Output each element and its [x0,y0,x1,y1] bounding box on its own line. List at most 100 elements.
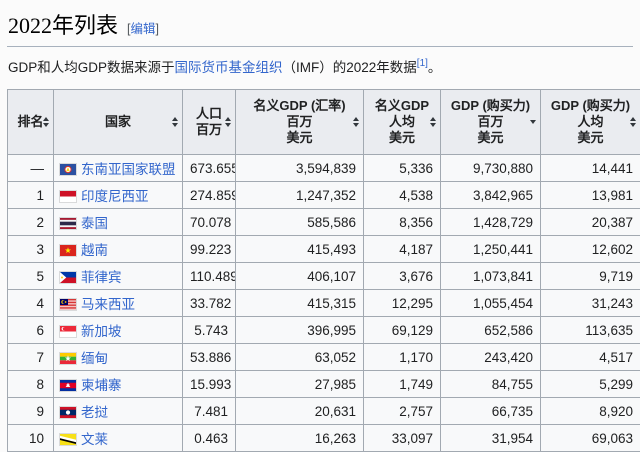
column-header-text: GDP (购买力) [545,98,636,114]
column-header-text: 百万 [240,114,359,130]
country-link[interactable]: 柬埔寨 [81,378,122,393]
column-header-text: 美元 [368,130,436,146]
cell-population: 53.886 [183,344,236,371]
cell-gdp-ppp-pc: 8,920 [541,398,640,425]
asean-flag-icon [60,164,76,175]
edit-link[interactable]: 编辑 [131,22,156,36]
column-header-gdp_ppp[interactable]: GDP (购买力)百万美元 [441,90,541,155]
column-header-gdp_nominal[interactable]: 名义GDP (汇率)百万美元 [236,90,364,155]
column-header-country[interactable]: 国家 [54,90,183,155]
column-header-population[interactable]: 人口百万 [183,90,236,155]
cell-gdp-nominal-pc: 8,356 [364,209,441,236]
country-link[interactable]: 新加坡 [81,324,122,339]
country-link[interactable]: 文莱 [81,432,108,447]
desc-prefix: GDP和人均GDP数据来源于 [8,60,175,75]
column-header-text: 美元 [240,130,359,146]
cell-gdp-nominal: 406,107 [236,263,364,290]
sort-both-icon [430,117,436,127]
column-header-text: 美元 [545,130,636,146]
cell-gdp-ppp: 3,842,965 [441,182,541,209]
country-link[interactable]: 缅甸 [81,351,108,366]
vietnam-flag-icon [60,245,76,256]
cell-rank: 7 [8,344,54,371]
cell-rank: 1 [8,182,54,209]
cell-gdp-ppp: 243,420 [441,344,541,371]
column-header-text: 人均 [368,114,436,130]
cell-population: 673.655 [183,155,236,182]
cell-gdp-ppp-pc: 12,602 [541,236,640,263]
cell-rank: 4 [8,290,54,317]
cell-gdp-nominal-pc: 4,187 [364,236,441,263]
column-header-gdp_ppp_pc[interactable]: GDP (购买力)人均美元 [541,90,640,155]
cell-gdp-ppp: 84,755 [441,371,541,398]
country-link[interactable]: 东南亚国家联盟 [81,162,176,177]
desc-suffix: 。 [428,60,442,75]
sort-descending-icon [530,120,536,124]
cell-country: 菲律宾 [54,263,183,290]
cell-population: 274.859 [183,182,236,209]
cell-gdp-ppp: 1,055,454 [441,290,541,317]
brunei-flag-icon [60,434,76,445]
country-link[interactable]: 马来西亚 [81,297,135,312]
country-link[interactable]: 菲律宾 [81,270,122,285]
cell-population: 5.743 [183,317,236,344]
country-link[interactable]: 泰国 [81,216,108,231]
cell-population: 110.489 [183,263,236,290]
cell-country: 新加坡 [54,317,183,344]
cell-gdp-nominal-pc: 3,676 [364,263,441,290]
country-link[interactable]: 越南 [81,243,108,258]
indonesia-flag-icon [60,191,76,202]
cell-gdp-ppp-pc: 13,981 [541,182,640,209]
cell-rank: 5 [8,263,54,290]
cell-rank: 9 [8,398,54,425]
cell-gdp-ppp-pc: 9,719 [541,263,640,290]
cell-country: 东南亚国家联盟 [54,155,183,182]
column-header-lines: GDP (购买力)百万美元 [445,98,536,146]
cell-country: 柬埔寨 [54,371,183,398]
cell-population: 7.481 [183,398,236,425]
column-header-text: 美元 [445,130,536,146]
cell-gdp-ppp-pc: 20,387 [541,209,640,236]
sort-both-icon [630,117,636,127]
myanmar-flag-icon [60,353,76,364]
cell-gdp-nominal: 3,594,839 [236,155,364,182]
cell-country: 马来西亚 [54,290,183,317]
cell-gdp-nominal: 585,586 [236,209,364,236]
cell-population: 33.782 [183,290,236,317]
column-header-text: 人均 [545,114,636,130]
column-header-rank[interactable]: 排名 [8,90,54,155]
cell-gdp-nominal: 63,052 [236,344,364,371]
cell-gdp-ppp-pc: 14,441 [541,155,640,182]
column-header-lines: 名义GDP (汇率)百万美元 [240,98,359,146]
cell-gdp-ppp: 9,730,880 [441,155,541,182]
cell-rank: — [8,155,54,182]
reference-1-link[interactable]: [1] [417,58,428,69]
cell-population: 15.993 [183,371,236,398]
country-link[interactable]: 老挝 [81,405,108,420]
country-link[interactable]: 印度尼西亚 [81,189,149,204]
sort-both-icon [43,117,49,127]
imf-link[interactable]: 国际货币基金组织 [175,60,283,75]
edit-section: [编辑] [127,22,159,36]
cell-population: 99.223 [183,236,236,263]
cell-gdp-nominal-pc: 1,749 [364,371,441,398]
column-header-lines: 国家 [58,114,178,130]
source-description: GDP和人均GDP数据来源于国际货币基金组织（IMF）的2022年数据[1]。 [8,58,633,77]
section-heading: 2022年列表[编辑] [7,6,633,47]
column-header-text: GDP (购买力) [445,98,536,114]
cell-gdp-nominal-pc: 1,170 [364,344,441,371]
cell-gdp-ppp: 652,586 [441,317,541,344]
cell-gdp-ppp: 1,250,441 [441,236,541,263]
laos-flag-icon [60,407,76,418]
column-header-lines: GDP (购买力)人均美元 [545,98,636,146]
desc-middle: （IMF）的2022年数据 [283,60,417,75]
sort-both-icon [225,117,231,127]
